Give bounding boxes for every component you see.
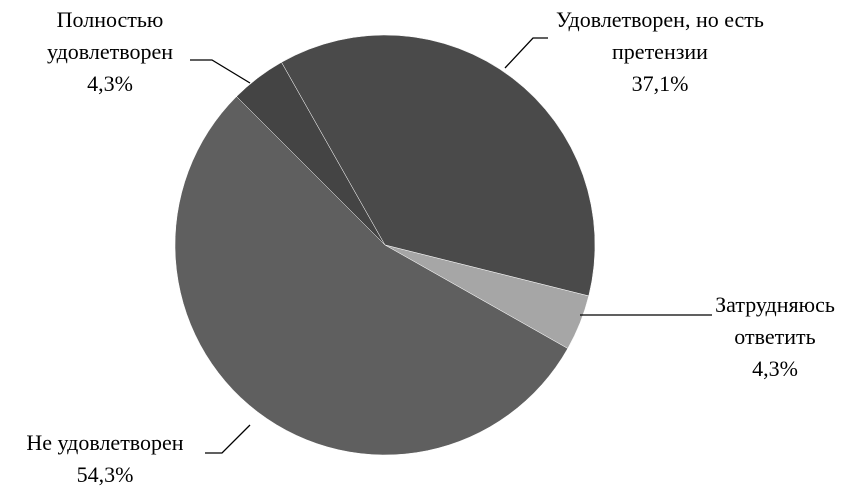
value-label: 4,3% xyxy=(752,356,798,381)
leader-line xyxy=(205,424,251,454)
slice-label: Полностью удовлетворен 4,3% xyxy=(15,4,205,100)
category-label: Полностью удовлетворен xyxy=(46,7,174,64)
slice-label: Не удовлетворен 54,3% xyxy=(0,427,210,489)
slice-label: Удовлетворен, но есть претензии 37,1% xyxy=(545,4,775,100)
category-label: Удовлетворен, но есть претензии xyxy=(556,7,764,64)
value-label: 4,3% xyxy=(87,71,133,96)
value-label: 54,3% xyxy=(76,462,134,487)
value-label: 37,1% xyxy=(631,71,689,96)
slice-label: Затрудняюсь ответить 4,3% xyxy=(690,289,860,385)
pie-slice xyxy=(281,34,596,297)
category-label: Не удовлетворен xyxy=(26,430,184,455)
category-label: Затрудняюсь ответить xyxy=(715,292,835,349)
leader-line xyxy=(190,59,251,84)
leader-line xyxy=(504,37,548,69)
pie-slice xyxy=(174,96,569,456)
